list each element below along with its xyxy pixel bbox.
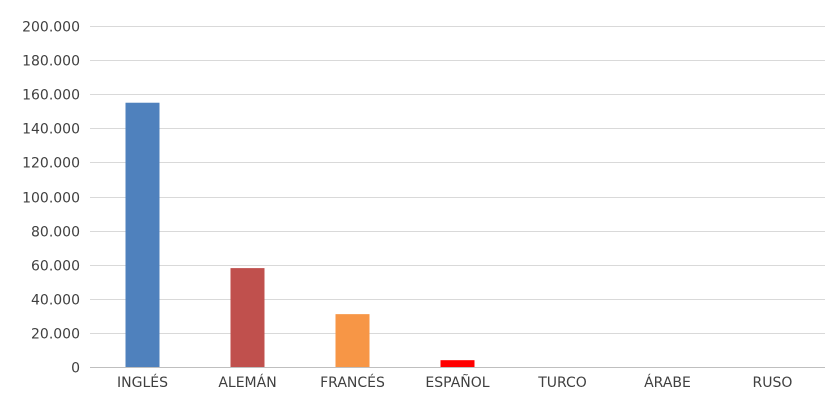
y-tick-label-3: 60.000 bbox=[31, 259, 80, 275]
y-tick-label-7: 140.000 bbox=[22, 122, 80, 138]
bars bbox=[125, 102, 475, 367]
x-tick-label-1: ALEMÁN bbox=[218, 374, 276, 391]
y-tick-label-2: 40.000 bbox=[31, 293, 80, 309]
y-tick-label-1: 20.000 bbox=[31, 327, 80, 343]
x-tick-label-6: RUSO bbox=[753, 375, 793, 391]
x-tick-label-5: ÁRABE bbox=[644, 374, 691, 391]
x-tick-label-3: ESPAÑOL bbox=[425, 374, 489, 391]
x-tick-label-2: FRANCÉS bbox=[320, 374, 385, 391]
y-tick-label-0: 0 bbox=[71, 361, 80, 377]
x-axis-tick-labels: INGLÉS ALEMÁN FRANCÉS ESPAÑOL TURCO ÁRABE RUSO bbox=[117, 374, 792, 391]
bar-español bbox=[440, 360, 475, 367]
y-axis-tick-labels: 0 20.000 40.000 60.000 80.000 100.000 120.000 1… bbox=[22, 20, 80, 377]
bar-francés bbox=[335, 314, 370, 367]
y-tick-label-4: 80.000 bbox=[31, 225, 80, 241]
y-tick-label-9: 180.000 bbox=[22, 54, 80, 70]
bar-inglés bbox=[125, 102, 160, 367]
y-tick-label-10: 200.000 bbox=[22, 20, 80, 36]
y-tick-label-5: 100.000 bbox=[22, 191, 80, 207]
x-tick-label-0: INGLÉS bbox=[117, 374, 168, 391]
bar-alemán bbox=[230, 268, 265, 367]
gridlines bbox=[90, 26, 825, 334]
y-tick-label-6: 120.000 bbox=[22, 156, 80, 172]
x-tick-label-4: TURCO bbox=[537, 375, 587, 391]
y-tick-label-8: 160.000 bbox=[22, 88, 80, 104]
